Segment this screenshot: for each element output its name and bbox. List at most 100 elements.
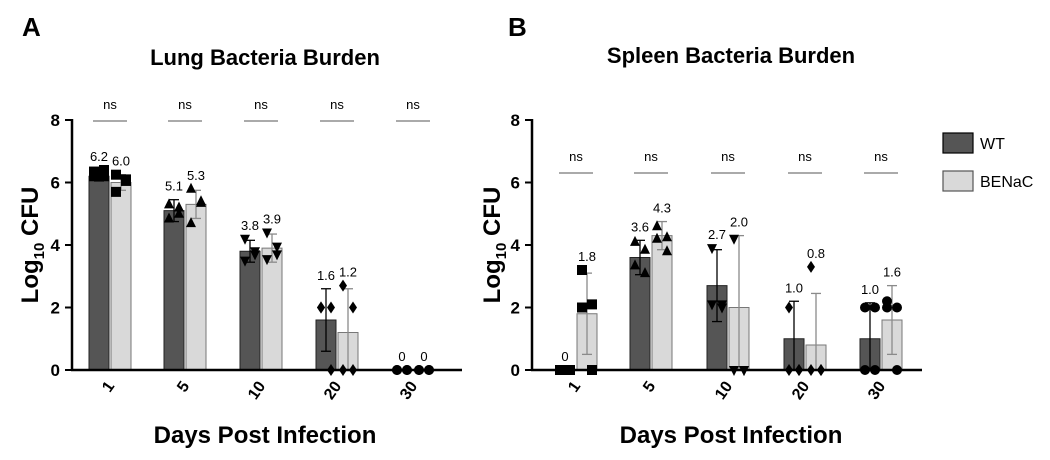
data-point [860,302,870,313]
data-label-benac-day-10: 3.9 [263,212,281,227]
data-point [349,301,357,314]
data-point [240,256,250,267]
panel-letter-b: B [508,12,527,42]
significance-label: ns [178,97,192,112]
data-point [174,201,184,212]
data-point [717,303,727,314]
data-point [652,220,662,231]
x-tick-label: 10 [712,378,736,402]
data-point [870,302,880,313]
plot-area-spleen: 0 2 4 6 8 0 1.8 ns 1 3.6 4.3 ns 5 2.7 2.0 ns 10 1.0 0.8 ns 2… [511,111,922,403]
data-point [121,174,131,185]
data-point [339,279,347,292]
y-tick-label: 2 [51,299,60,318]
data-point [640,243,650,254]
y-tick-label: 4 [51,236,61,255]
data-point [662,231,672,242]
significance-label: ns [103,97,117,112]
x-axis-title-spleen: Days Post Infection [620,422,843,449]
x-tick-label: 30 [865,378,889,402]
data-label-benac-day-1: 1.8 [578,249,596,264]
data-point [729,234,739,245]
bar-wt-day-10 [239,250,261,371]
panel-letter-a: A [22,12,41,42]
plot-area-lung: 0 2 4 6 8 6.2 6.0 ns 1 5.1 5.3 ns 5 3.8 3.9 ns 10 1.6 1.2 n… [51,97,462,403]
data-point [630,235,640,246]
legend-swatch-benac [942,170,974,192]
x-tick-label: 20 [789,378,813,402]
x-tick-label: 1 [565,378,584,395]
y-tick-label: 8 [51,111,60,130]
data-point [577,302,587,313]
data-point [111,169,121,180]
data-point [250,250,260,261]
legend-label-benac: BENaC [980,174,1033,191]
bar-benac-day-1 [110,182,132,371]
data-label-wt-day-1: 0 [561,349,568,364]
x-tick-label: 5 [174,378,193,395]
bar-wt-day-5 [163,210,185,371]
data-point [174,207,184,218]
data-point [99,165,109,175]
chart-title-lung: Lung Bacteria Burden [150,45,380,70]
x-tick-label: 20 [321,378,345,402]
significance-label: ns [330,97,344,112]
data-label-benac-day-30: 0 [420,349,427,364]
data-point [707,300,717,311]
data-label-wt-day-30: 1.0 [861,282,879,297]
panel-a: A Lung Bacteria Burden Log10 CFU Days Po… [17,12,462,449]
significance-label: ns [798,149,812,164]
data-point [587,299,597,310]
x-tick-label: 5 [640,378,659,395]
data-point [892,302,902,313]
data-label-benac-day-30: 1.6 [883,265,901,280]
y-axis-title-spleen: Log10 CFU [479,187,510,304]
data-label-benac-day-1: 6.0 [112,154,130,169]
data-point [272,250,282,261]
significance-label: ns [644,149,658,164]
data-label-benac-day-5: 4.3 [653,201,671,216]
legend-swatch-wt [942,132,974,154]
chart-title-spleen: Spleen Bacteria Burden [607,43,855,68]
data-label-benac-day-5: 5.3 [187,168,205,183]
y-tick-label: 2 [511,299,520,318]
legend-label-wt: WT [980,136,1005,153]
data-label-wt-day-20: 1.6 [317,268,335,283]
data-point [272,242,282,253]
data-point [785,301,793,314]
data-point [652,232,662,243]
significance-label: ns [874,149,888,164]
panel-b: B Spleen Bacteria Burden Log10 CFU Days … [479,12,922,449]
data-point [662,245,672,256]
data-label-wt-day-30: 0 [398,349,405,364]
data-point [186,182,196,193]
data-point [327,301,335,314]
data-point [262,228,272,239]
data-point [240,234,250,245]
data-point [640,267,650,278]
y-axis-title-lung: Log10 CFU [17,187,48,304]
data-point [262,255,272,266]
data-point [164,212,174,223]
data-point [111,186,121,197]
x-axis-title-lung: Days Post Infection [154,422,377,449]
y-tick-label: 6 [51,174,60,193]
bar-benac-day-5 [651,235,673,371]
data-point [317,301,325,314]
data-label-benac-day-20: 1.2 [339,265,357,280]
y-tick-label: 6 [511,174,520,193]
bar-benac-day-5 [185,203,207,371]
y-tick-label: 4 [511,236,521,255]
y-tick-label: 0 [51,361,60,380]
data-label-benac-day-20: 0.8 [807,246,825,261]
data-point [164,198,174,209]
data-label-wt-day-5: 5.1 [165,179,183,194]
data-point [99,171,109,182]
data-label-wt-day-5: 3.6 [631,219,649,234]
data-label-wt-day-1: 6.2 [90,149,108,164]
data-point [196,195,206,206]
significance-label: ns [721,149,735,164]
significance-label: ns [569,149,583,164]
bar-benac-day-10 [261,247,283,371]
